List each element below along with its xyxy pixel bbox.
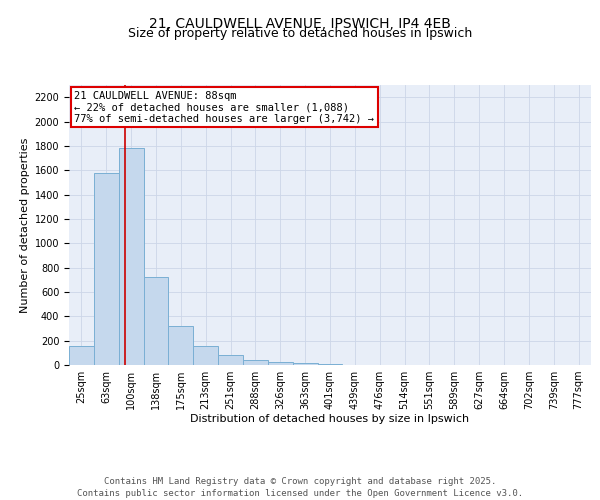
Bar xyxy=(119,148,143,365)
Bar xyxy=(243,360,268,365)
Bar xyxy=(94,172,119,365)
Bar xyxy=(143,278,169,365)
Bar xyxy=(169,326,193,365)
Y-axis label: Number of detached properties: Number of detached properties xyxy=(20,138,31,312)
Bar xyxy=(268,362,293,365)
Text: 21 CAULDWELL AVENUE: 88sqm
← 22% of detached houses are smaller (1,088)
77% of s: 21 CAULDWELL AVENUE: 88sqm ← 22% of deta… xyxy=(74,90,374,124)
Bar xyxy=(317,364,343,365)
Bar xyxy=(293,363,317,365)
Text: Contains HM Land Registry data © Crown copyright and database right 2025.
Contai: Contains HM Land Registry data © Crown c… xyxy=(77,476,523,498)
Text: 21, CAULDWELL AVENUE, IPSWICH, IP4 4EB: 21, CAULDWELL AVENUE, IPSWICH, IP4 4EB xyxy=(149,18,451,32)
Bar xyxy=(69,346,94,365)
Bar xyxy=(218,356,243,365)
Text: Size of property relative to detached houses in Ipswich: Size of property relative to detached ho… xyxy=(128,28,472,40)
Bar xyxy=(193,346,218,365)
X-axis label: Distribution of detached houses by size in Ipswich: Distribution of detached houses by size … xyxy=(190,414,470,424)
